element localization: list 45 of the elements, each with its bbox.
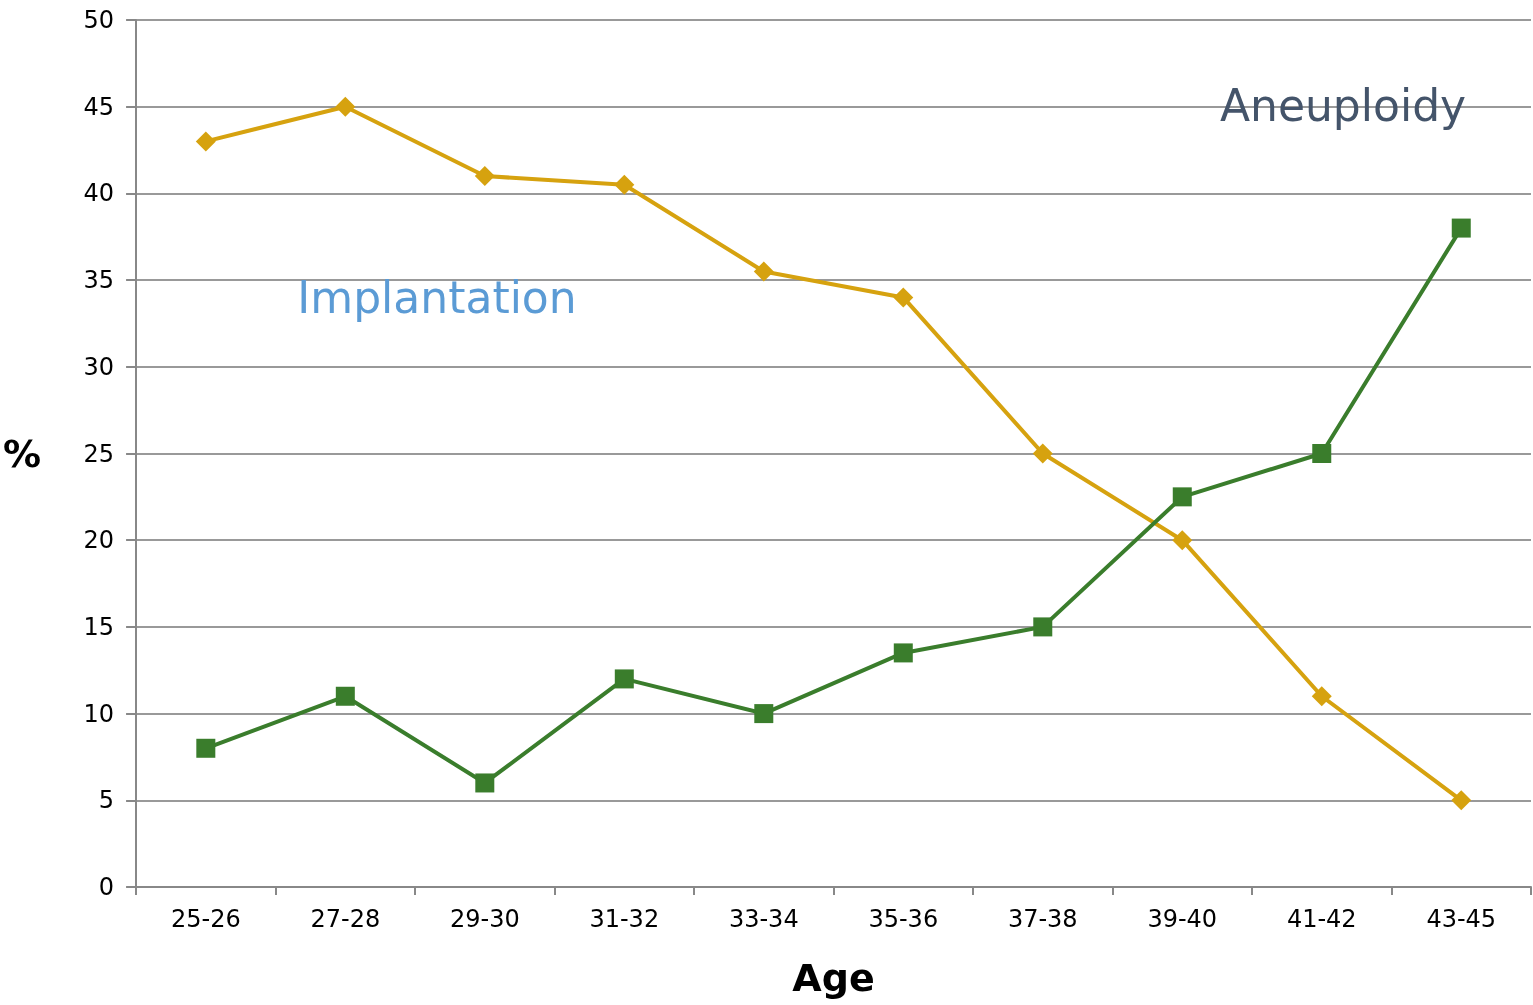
x-tick-label: 43-45: [1426, 905, 1497, 933]
y-tick-label: 40: [83, 179, 115, 208]
annotation: Aneuploidy: [1219, 79, 1467, 131]
y-tick-label: 50: [83, 6, 115, 34]
point: [1311, 686, 1332, 707]
x-tick-label: 41-42: [1286, 905, 1357, 933]
x-axis-title: Age: [792, 956, 875, 1000]
point: [335, 686, 355, 706]
x-tick-label: 27-28: [310, 905, 381, 933]
y-tick-label: 25: [83, 439, 115, 468]
point: [1451, 218, 1471, 238]
point: [474, 166, 495, 187]
x-tick-label: 29-30: [449, 905, 520, 933]
point: [893, 287, 914, 308]
point: [893, 643, 913, 663]
point: [1032, 443, 1053, 464]
point: [1172, 530, 1193, 551]
point: [1172, 487, 1192, 507]
annotation: Implantation: [297, 271, 577, 323]
x-tick-label: 35-36: [868, 905, 939, 933]
y-tick-label: 20: [83, 526, 115, 555]
y-tick-label: 35: [83, 266, 115, 295]
point: [196, 738, 216, 758]
point: [1451, 790, 1472, 811]
point: [195, 131, 216, 152]
y-tick-label: 10: [83, 699, 115, 728]
point: [754, 704, 774, 724]
point: [753, 261, 774, 282]
y-tick-label: 15: [83, 612, 115, 641]
point: [614, 669, 634, 689]
x-tick-label: 25-26: [170, 905, 241, 933]
y-axis-title: %: [3, 431, 42, 476]
x-tick-label: 31-32: [589, 905, 660, 933]
y-tick-label: 45: [83, 92, 115, 121]
point: [1312, 444, 1332, 463]
point: [475, 773, 495, 793]
x-tick-label: 39-40: [1147, 905, 1218, 933]
point: [1033, 617, 1053, 637]
y-tick-label: 5: [98, 786, 115, 815]
y-tick-label: 0: [98, 873, 115, 901]
x-tick-label: 37-38: [1007, 905, 1078, 933]
point: [614, 174, 635, 195]
x-tick-label: 33-34: [728, 905, 799, 933]
y-tick-label: 30: [83, 352, 115, 381]
point: [335, 96, 356, 117]
